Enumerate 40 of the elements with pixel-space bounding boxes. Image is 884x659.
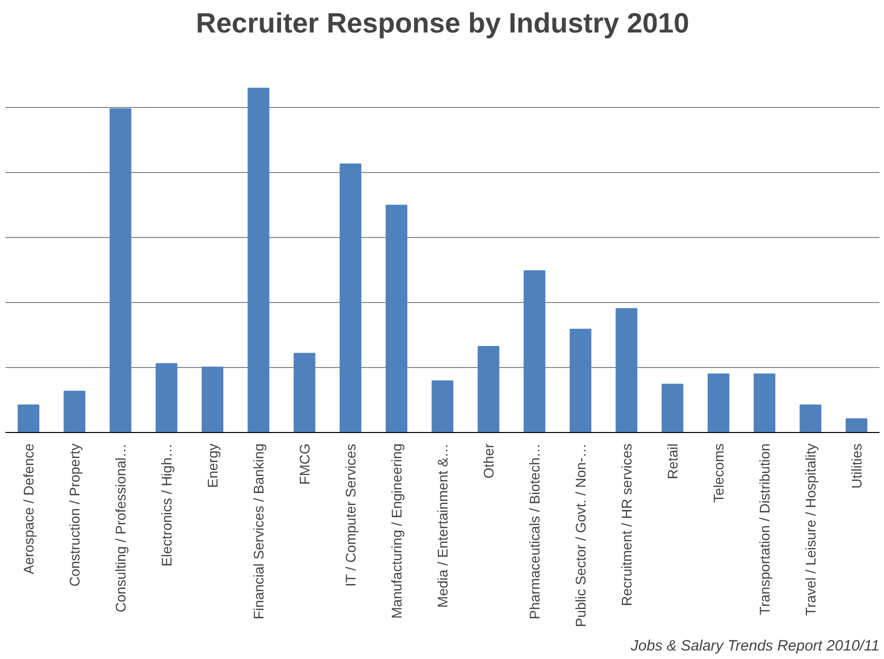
x-tick-label: Public Sector / Govt. / Non-… xyxy=(572,443,588,628)
x-tick-label: Aerospace / Defence xyxy=(20,443,36,574)
bar xyxy=(616,308,638,432)
bar xyxy=(570,328,592,432)
x-tick-label: Travel / Leisure / Hospitality xyxy=(802,443,818,616)
x-tick-label: Transportation / Distribution xyxy=(756,443,772,615)
bar xyxy=(156,363,178,432)
bar xyxy=(202,366,224,432)
bar xyxy=(294,352,316,432)
x-tick-label: Utilities xyxy=(848,443,864,489)
bar xyxy=(800,404,822,432)
x-tick-label: Energy xyxy=(204,444,220,488)
x-tick-label: Construction / Property xyxy=(66,444,82,587)
bar xyxy=(708,373,730,432)
chart-title: Recruiter Response by Industry 2010 xyxy=(196,8,690,38)
x-tick-label: IT / Computer Services xyxy=(342,444,358,587)
bar xyxy=(754,373,776,432)
x-tick-label: Other xyxy=(480,443,496,479)
x-tick-label: Retail xyxy=(664,443,680,480)
x-tick-label: Manufacturing / Engineering xyxy=(388,444,404,619)
bar xyxy=(478,346,500,432)
x-tick-label: Telecoms xyxy=(710,443,726,503)
x-tick-label: FMCG xyxy=(296,443,312,485)
bar xyxy=(662,384,684,432)
bar xyxy=(386,204,408,432)
x-tick-label: Recruitment / HR services xyxy=(618,444,634,606)
x-tick-label: Media / Entertainment &… xyxy=(434,444,450,608)
x-tick-label: Consulting / Professional… xyxy=(112,443,128,612)
x-tick-label: Pharmaceuticals / Biotech… xyxy=(526,443,542,620)
bar xyxy=(846,418,868,432)
bar xyxy=(248,88,270,432)
bar xyxy=(64,390,86,432)
text: Jobs & Salary Trends Report 2010/11 xyxy=(630,638,880,654)
x-tick-label: Financial Services / Banking xyxy=(250,443,266,620)
bar xyxy=(110,108,132,432)
bar xyxy=(524,270,546,432)
bar xyxy=(432,380,454,432)
bar xyxy=(340,163,362,432)
x-tick-label: Electronics / High… xyxy=(158,443,174,566)
bar xyxy=(18,404,40,432)
